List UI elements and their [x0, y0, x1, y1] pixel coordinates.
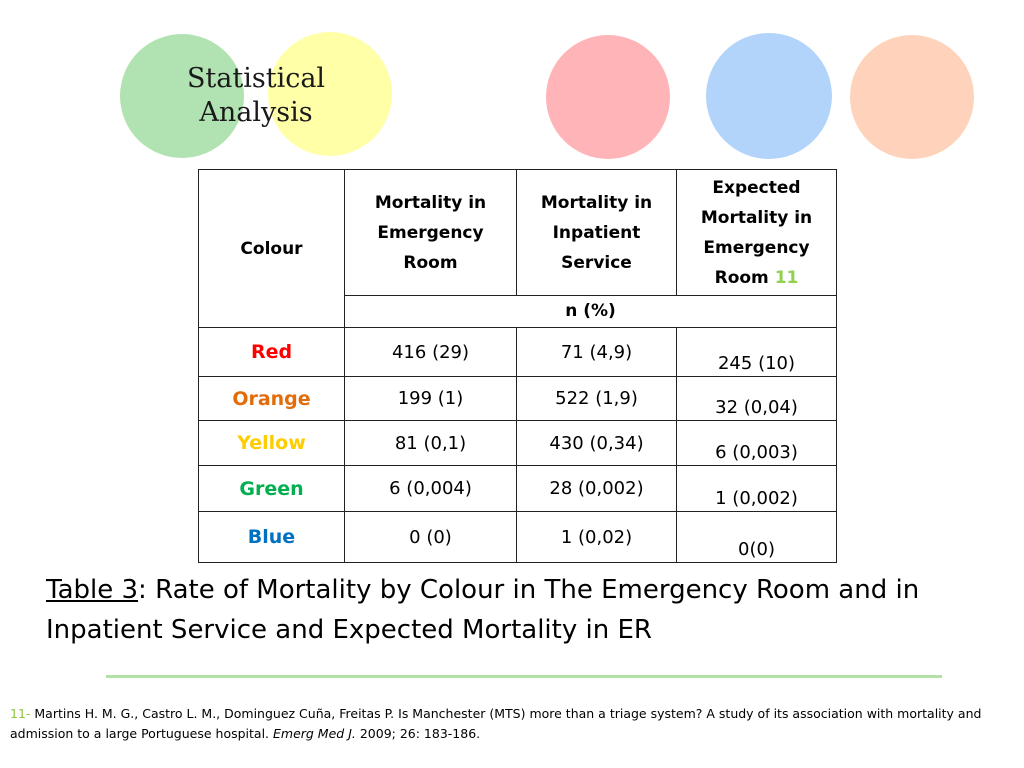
table-row: Blue 0 (0) 1 (0,02) 0(0)	[198, 511, 837, 563]
table-unit-row: n (%)	[199, 295, 837, 328]
table-row: Green 6 (0,004) 28 (0,002) 1 (0,002)	[198, 465, 837, 512]
table-header-row: Colour Mortality in Emergency Room Morta…	[198, 169, 837, 328]
slide-title-line1: Statistical	[186, 63, 326, 94]
expected-cell: 0(0)	[676, 511, 837, 563]
inpatient-cell: 430 (0,34)	[516, 420, 677, 466]
er-cell: 6 (0,004)	[344, 465, 517, 512]
expected-cell: 32 (0,04)	[676, 376, 837, 421]
caption-label: Table 3	[46, 575, 139, 605]
slide-title-line2: Analysis	[199, 97, 313, 128]
decorative-circle-green	[120, 34, 244, 158]
mortality-table: Colour Mortality in Emergency Room Morta…	[198, 169, 837, 563]
expected-cell: 6 (0,003)	[676, 420, 837, 466]
decorative-circle-pink	[546, 35, 670, 159]
inpatient-cell: 71 (4,9)	[516, 327, 677, 377]
caption-text: : Rate of Mortality by Colour in The Eme…	[46, 575, 920, 645]
header-expected-mortality: Expected Mortality in Emergency Room 11	[676, 169, 837, 296]
table-row: Red 416 (29) 71 (4,9) 245 (10)	[198, 327, 837, 377]
reference-citation: 2009; 26: 183-186.	[355, 726, 481, 741]
reference-marker: 11	[774, 267, 799, 288]
slide-title: Statistical Analysis	[170, 62, 342, 130]
inpatient-cell: 522 (1,9)	[516, 376, 677, 421]
header-colour: Colour	[198, 169, 345, 328]
er-cell: 199 (1)	[344, 376, 517, 421]
colour-cell: Green	[198, 465, 345, 512]
reference-footnote: 11- Martins H. M. G., Castro L. M., Domi…	[10, 704, 1018, 744]
decorative-circle-blue	[706, 33, 832, 159]
er-cell: 416 (29)	[344, 327, 517, 377]
reference-text: Martins H. M. G., Castro L. M., Domingue…	[10, 706, 982, 741]
header-mortality-er: Mortality in Emergency Room	[344, 169, 517, 296]
colour-cell: Yellow	[198, 420, 345, 466]
table-row: Yellow 81 (0,1) 430 (0,34) 6 (0,003)	[198, 420, 837, 466]
divider-line	[106, 675, 942, 678]
inpatient-cell: 1 (0,02)	[516, 511, 677, 563]
header-mortality-inpatient: Mortality in Inpatient Service	[516, 169, 677, 296]
expected-cell: 245 (10)	[676, 327, 837, 377]
table-caption: Table 3: Rate of Mortality by Colour in …	[46, 570, 986, 650]
colour-cell: Orange	[198, 376, 345, 421]
colour-cell: Blue	[198, 511, 345, 563]
decorative-circle-peach	[850, 35, 974, 159]
header-unit: n (%)	[344, 295, 837, 328]
expected-cell: 1 (0,002)	[676, 465, 837, 512]
er-cell: 0 (0)	[344, 511, 517, 563]
inpatient-cell: 28 (0,002)	[516, 465, 677, 512]
er-cell: 81 (0,1)	[344, 420, 517, 466]
reference-journal: Emerg Med J.	[273, 726, 356, 741]
reference-number: 11-	[10, 706, 31, 721]
table-row: Orange 199 (1) 522 (1,9) 32 (0,04)	[198, 376, 837, 421]
colour-cell: Red	[198, 327, 345, 377]
decorative-circle-yellow	[268, 32, 392, 156]
